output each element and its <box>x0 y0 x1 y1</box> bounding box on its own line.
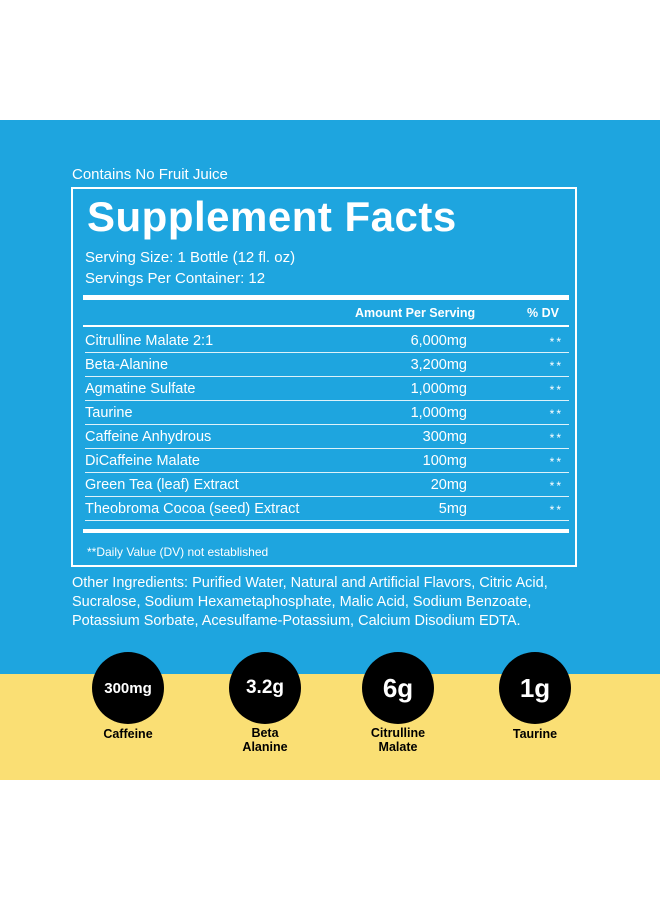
ingredient-dv: ** <box>549 455 563 469</box>
panel-title: Supplement Facts <box>87 193 457 240</box>
ingredient-dv: ** <box>549 503 563 517</box>
label-background <box>0 120 660 674</box>
ingredient-amount: 6,000mg <box>410 333 467 349</box>
no-juice-note: Contains No Fruit Juice <box>72 166 228 183</box>
ingredient-row: DiCaffeine Malate 100mg ** <box>85 449 569 473</box>
ingredient-dv: ** <box>549 479 563 493</box>
ingredient-amount: 3,200mg <box>410 357 467 373</box>
servings-per-container: Servings Per Container: 12 <box>85 270 266 287</box>
ingredient-dv: ** <box>549 335 563 349</box>
dv-footnote: **Daily Value (DV) not established <box>87 545 269 559</box>
highlight-label: Taurine <box>512 727 558 741</box>
sub-header-rule <box>83 325 569 327</box>
ingredient-name: Green Tea (leaf) Extract <box>85 477 239 493</box>
ingredient-amount: 1,000mg <box>410 405 467 421</box>
ingredient-name: Caffeine Anhydrous <box>85 429 212 445</box>
ingredient-amount: 5mg <box>438 501 467 517</box>
highlight-value: 300mg <box>104 679 152 697</box>
highlight-label: Caffeine <box>103 727 153 741</box>
ingredient-amount: 20mg <box>430 477 467 493</box>
ingredient-amount: 300mg <box>422 429 467 445</box>
ingredient-row: Beta-Alanine 3,200mg ** <box>85 353 569 377</box>
highlight-value: 1g <box>519 672 551 703</box>
highlight-badge: 6g <box>362 652 434 724</box>
highlight-value: 6g <box>382 672 414 703</box>
highlight-label: Citrulline Malate <box>370 726 426 754</box>
amount-header: Amount Per Serving <box>355 306 476 320</box>
ingredient-row: Green Tea (leaf) Extract 20mg ** <box>85 473 569 497</box>
highlight-label: Beta Alanine <box>242 726 288 754</box>
ingredient-dv: ** <box>549 359 563 373</box>
ingredient-name: Beta-Alanine <box>85 357 169 373</box>
ingredient-row: Agmatine Sulfate 1,000mg ** <box>85 377 569 401</box>
other-ingredients: Other Ingredients: Purified Water, Natur… <box>72 575 548 629</box>
ingredient-dv: ** <box>549 431 563 445</box>
ingredient-name: Theobroma Cocoa (seed) Extract <box>85 501 300 517</box>
ingredient-name: Agmatine Sulfate <box>85 381 196 397</box>
ingredient-name: DiCaffeine Malate <box>85 453 200 469</box>
header-rule <box>83 295 569 300</box>
ingredient-amount: 100mg <box>422 453 467 469</box>
supplement-facts-panel: Supplement Facts Serving Size: 1 Bottle … <box>71 187 577 567</box>
ingredient-row: Citrulline Malate 2:1 6,000mg ** <box>85 329 569 353</box>
ingredient-dv: ** <box>549 383 563 397</box>
bottom-rule <box>83 529 569 533</box>
ingredient-dv: ** <box>549 407 563 421</box>
ingredient-name: Citrulline Malate 2:1 <box>85 333 214 349</box>
highlight-badge: 1g <box>499 652 571 724</box>
ingredient-row: Caffeine Anhydrous 300mg ** <box>85 425 569 449</box>
dv-header: % DV <box>527 306 559 320</box>
highlight-badge: 3.2g <box>229 652 301 724</box>
ingredient-amount: 1,000mg <box>410 381 467 397</box>
ingredient-name: Taurine <box>85 405 133 421</box>
highlight-badge: 300mg <box>92 652 164 724</box>
serving-size: Serving Size: 1 Bottle (12 fl. oz) <box>85 249 296 266</box>
ingredient-row: Taurine 1,000mg ** <box>85 401 569 425</box>
ingredient-row: Theobroma Cocoa (seed) Extract 5mg ** <box>85 497 569 521</box>
highlight-value: 3.2g <box>245 677 285 698</box>
